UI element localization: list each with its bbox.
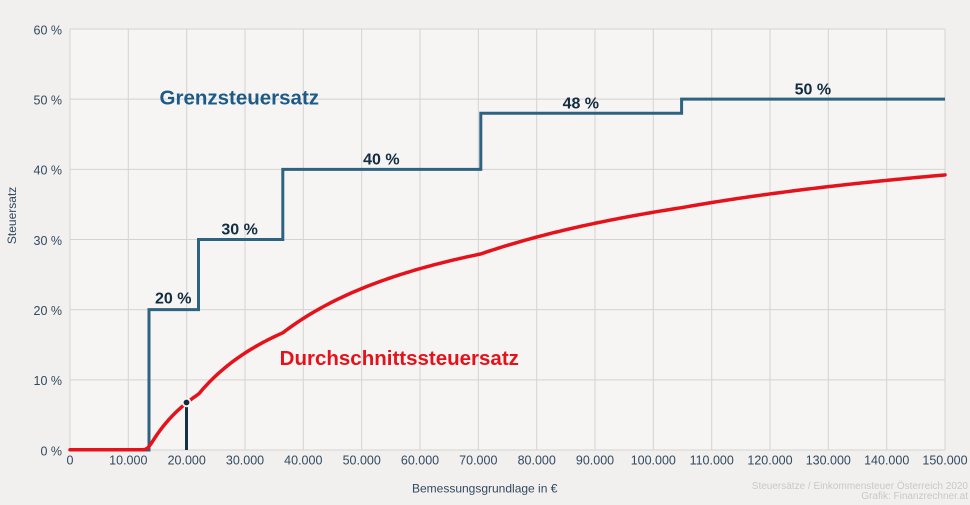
- svg-text:Grenzsteuersatz: Grenzsteuersatz: [160, 87, 320, 110]
- svg-text:Durchschnittssteuersatz: Durchschnittssteuersatz: [280, 347, 519, 370]
- svg-text:70.000: 70.000: [459, 454, 497, 468]
- svg-text:Grafik: Finanzrechner.at: Grafik: Finanzrechner.at: [861, 491, 968, 500]
- svg-text:50.000: 50.000: [343, 454, 381, 468]
- svg-text:30 %: 30 %: [221, 221, 257, 238]
- svg-text:130.000: 130.000: [806, 454, 851, 468]
- svg-text:Steuersatz: Steuersatz: [5, 187, 19, 244]
- svg-text:120.000: 120.000: [747, 454, 792, 468]
- svg-text:0: 0: [67, 454, 74, 468]
- svg-text:48 %: 48 %: [563, 95, 599, 112]
- svg-text:Bemessungsgrundlage in €: Bemessungsgrundlage in €: [412, 482, 558, 496]
- svg-text:20 %: 20 %: [155, 291, 191, 308]
- svg-text:20.000: 20.000: [168, 454, 206, 468]
- svg-text:100.000: 100.000: [631, 454, 676, 468]
- svg-text:30 %: 30 %: [34, 234, 63, 248]
- svg-text:50 %: 50 %: [34, 94, 63, 108]
- svg-text:140.000: 140.000: [864, 454, 909, 468]
- svg-text:Steuersätze / Einkommensteuer: Steuersätze / Einkommensteuer Österreich…: [752, 480, 969, 492]
- svg-text:40.000: 40.000: [284, 454, 322, 468]
- svg-text:90.000: 90.000: [576, 454, 614, 468]
- svg-text:80.000: 80.000: [518, 454, 556, 468]
- svg-text:10.000: 10.000: [109, 454, 147, 468]
- svg-text:150.000: 150.000: [922, 454, 967, 468]
- svg-text:60 %: 60 %: [34, 23, 63, 37]
- svg-text:60.000: 60.000: [401, 454, 439, 468]
- svg-text:110.000: 110.000: [690, 454, 734, 468]
- svg-text:40 %: 40 %: [34, 164, 63, 178]
- svg-text:30.000: 30.000: [226, 454, 264, 468]
- svg-text:0 %: 0 %: [40, 444, 62, 458]
- svg-text:40 %: 40 %: [363, 151, 399, 168]
- svg-text:50 %: 50 %: [795, 82, 831, 99]
- svg-text:10 %: 10 %: [34, 374, 63, 388]
- svg-text:20 %: 20 %: [34, 304, 63, 318]
